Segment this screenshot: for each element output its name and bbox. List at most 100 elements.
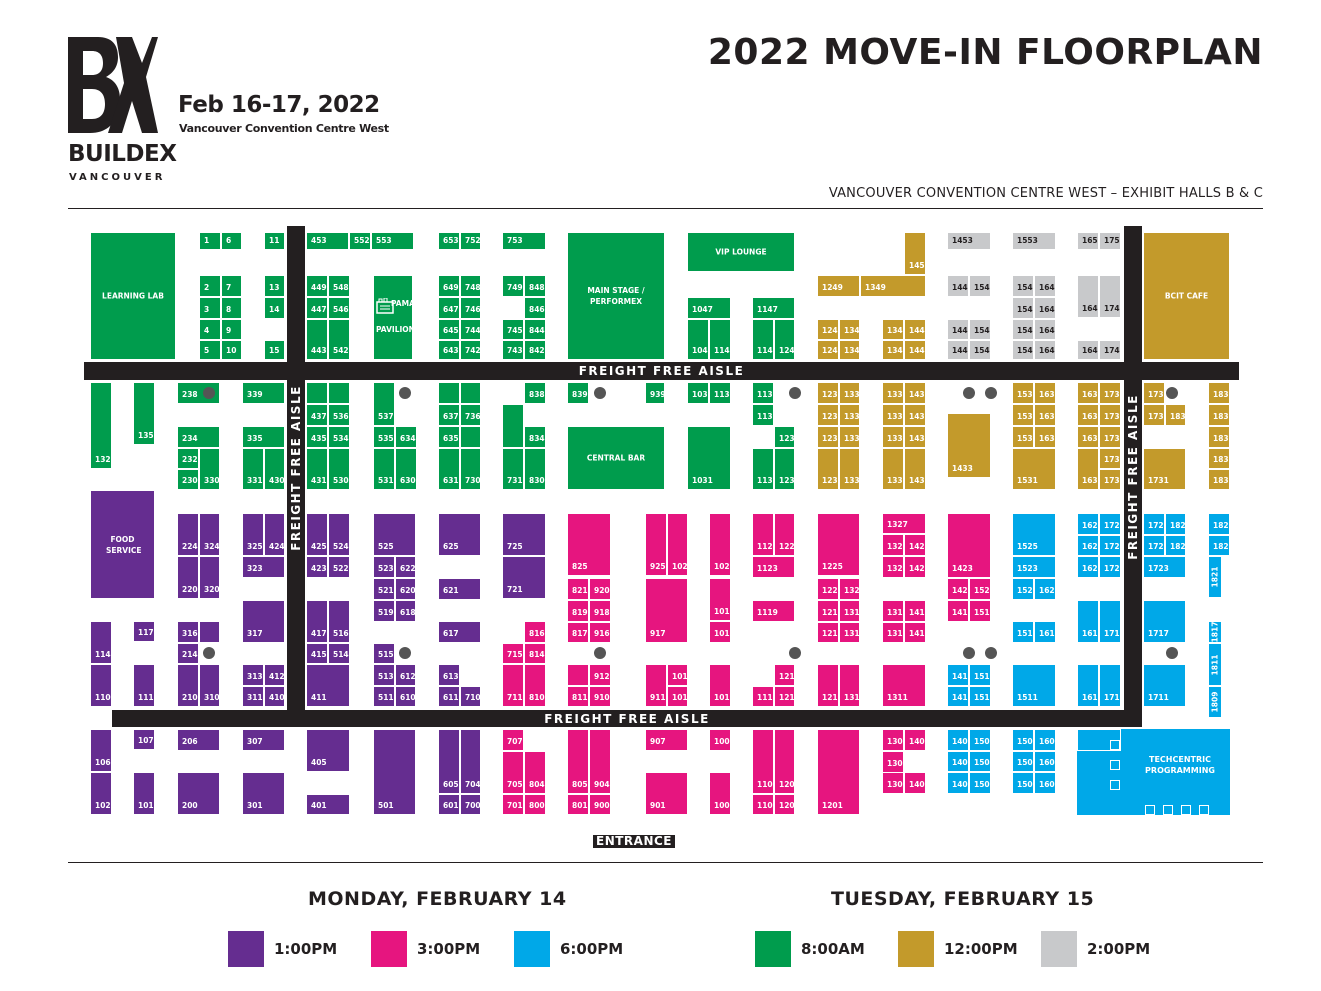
booth-848[interactable]: 848: [524, 275, 546, 297]
booth-542[interactable]: 542: [328, 319, 350, 360]
booth-block[interactable]: [1208, 686, 1222, 718]
booth-101[interactable]: 101: [133, 772, 155, 815]
booth-743[interactable]: 743: [502, 340, 524, 360]
booth-842[interactable]: 842: [524, 340, 546, 360]
booth-325[interactable]: 325: [242, 513, 264, 556]
booth-234[interactable]: 234: [177, 426, 220, 448]
booth-335[interactable]: 335: [242, 426, 285, 448]
booth-317[interactable]: 317: [242, 600, 285, 643]
booth-1345[interactable]: 1345: [882, 319, 904, 340]
booth-block[interactable]: [328, 382, 350, 404]
booth-535[interactable]: 535: [373, 426, 395, 448]
booth-1731[interactable]: 1731: [1143, 448, 1186, 490]
booth-110[interactable]: 110: [90, 664, 112, 707]
booth-731[interactable]: 731: [502, 448, 524, 490]
booth-817[interactable]: 817: [567, 622, 589, 643]
booth-1543[interactable]: 1543: [1012, 340, 1034, 360]
booth-1450[interactable]: 1450: [904, 232, 926, 275]
booth-514[interactable]: 514: [328, 643, 350, 664]
booth-711[interactable]: 711: [502, 664, 524, 707]
booth-206[interactable]: 206: [177, 729, 220, 751]
booth-1635[interactable]: 1635: [1077, 426, 1099, 448]
booth-324[interactable]: 324: [199, 513, 220, 556]
booth-1137[interactable]: 1137: [752, 404, 774, 426]
booth-1505[interactable]: 1505: [1012, 751, 1034, 772]
booth-939[interactable]: 939: [645, 382, 665, 404]
booth-1043[interactable]: 1043: [687, 319, 709, 360]
booth-1548[interactable]: 1548: [969, 275, 991, 297]
booth-1647[interactable]: 1647: [1077, 275, 1099, 318]
main-stage[interactable]: MAIN STAGE / PERFORMEX: [587, 286, 645, 306]
booth-block[interactable]: [1143, 232, 1230, 360]
booth-4[interactable]: 4: [199, 319, 221, 340]
booth-925[interactable]: 925: [645, 513, 667, 576]
booth-417[interactable]: 417: [306, 600, 328, 643]
booth-1824[interactable]: 1824: [1165, 535, 1186, 556]
booth-1330[interactable]: 1330: [839, 448, 860, 490]
booth-736[interactable]: 736: [460, 404, 481, 426]
booth-1434[interactable]: 1434: [904, 426, 926, 448]
booth-721[interactable]: 721: [502, 556, 546, 599]
booth-1407[interactable]: 1407: [947, 729, 969, 751]
booth-844[interactable]: 844: [524, 319, 546, 340]
booth-1716[interactable]: 1716: [1099, 600, 1121, 643]
booth-1204[interactable]: 1204: [774, 729, 795, 794]
booth-11[interactable]: 11: [264, 232, 285, 250]
booth-1732[interactable]: 1732: [1099, 448, 1121, 469]
booth-1549[interactable]: 1549: [1012, 275, 1034, 297]
booth-645[interactable]: 645: [438, 319, 460, 340]
booth-618[interactable]: 618: [395, 600, 416, 622]
booth-1143[interactable]: 1143: [752, 319, 774, 360]
learning-lab[interactable]: LEARNING LAB: [102, 291, 164, 301]
booth-1235[interactable]: 1235: [817, 426, 839, 448]
booth-block[interactable]: [199, 621, 220, 643]
booth-424[interactable]: 424: [264, 513, 285, 556]
booth-1[interactable]: 1: [199, 232, 221, 250]
booth-630[interactable]: 630: [395, 448, 417, 490]
booth-907[interactable]: 907: [645, 729, 688, 751]
booth-405[interactable]: 405: [306, 729, 350, 772]
booth-513[interactable]: 513: [373, 664, 395, 686]
booth-814[interactable]: 814: [524, 643, 546, 664]
booth-410[interactable]: 410: [264, 686, 285, 707]
booth-1826[interactable]: 1826: [1165, 513, 1186, 535]
booth-1416[interactable]: 1416: [904, 622, 926, 643]
booth-230[interactable]: 230: [177, 469, 199, 490]
booth-1047[interactable]: 1047: [687, 297, 731, 319]
booth-522[interactable]: 522: [328, 556, 350, 578]
booth-710[interactable]: 710: [460, 686, 481, 707]
booth-1142[interactable]: 1142: [709, 319, 731, 360]
booth-900[interactable]: 900: [589, 794, 611, 815]
booth-1339[interactable]: 1339: [882, 382, 904, 404]
booth-1200[interactable]: 1200: [774, 794, 795, 815]
booth-1243[interactable]: 1243: [817, 340, 839, 360]
booth-1125[interactable]: 1125: [752, 513, 774, 556]
booth-block[interactable]: [1208, 643, 1222, 686]
booth-725[interactable]: 725: [502, 513, 546, 556]
booth-1518[interactable]: 1518: [969, 600, 991, 622]
booth-447[interactable]: 447: [306, 297, 328, 319]
booth-1245[interactable]: 1245: [817, 319, 839, 340]
booth-1237[interactable]: 1237: [817, 404, 839, 426]
booth-1031[interactable]: 1031: [687, 426, 731, 490]
booth-320[interactable]: 320: [199, 556, 220, 599]
booth-516[interactable]: 516: [328, 600, 350, 643]
booth-1539[interactable]: 1539: [1012, 382, 1034, 404]
booth-910[interactable]: 910: [589, 686, 611, 707]
booth-816[interactable]: 816: [524, 621, 546, 643]
booth-block[interactable]: [567, 232, 665, 360]
booth-block[interactable]: [460, 426, 481, 448]
booth-1337[interactable]: 1337: [882, 404, 904, 426]
booth-912[interactable]: 912: [589, 664, 611, 686]
booth-920[interactable]: 920: [589, 578, 611, 600]
booth-834[interactable]: 834: [524, 426, 546, 448]
booth-1242[interactable]: 1242: [774, 319, 795, 360]
